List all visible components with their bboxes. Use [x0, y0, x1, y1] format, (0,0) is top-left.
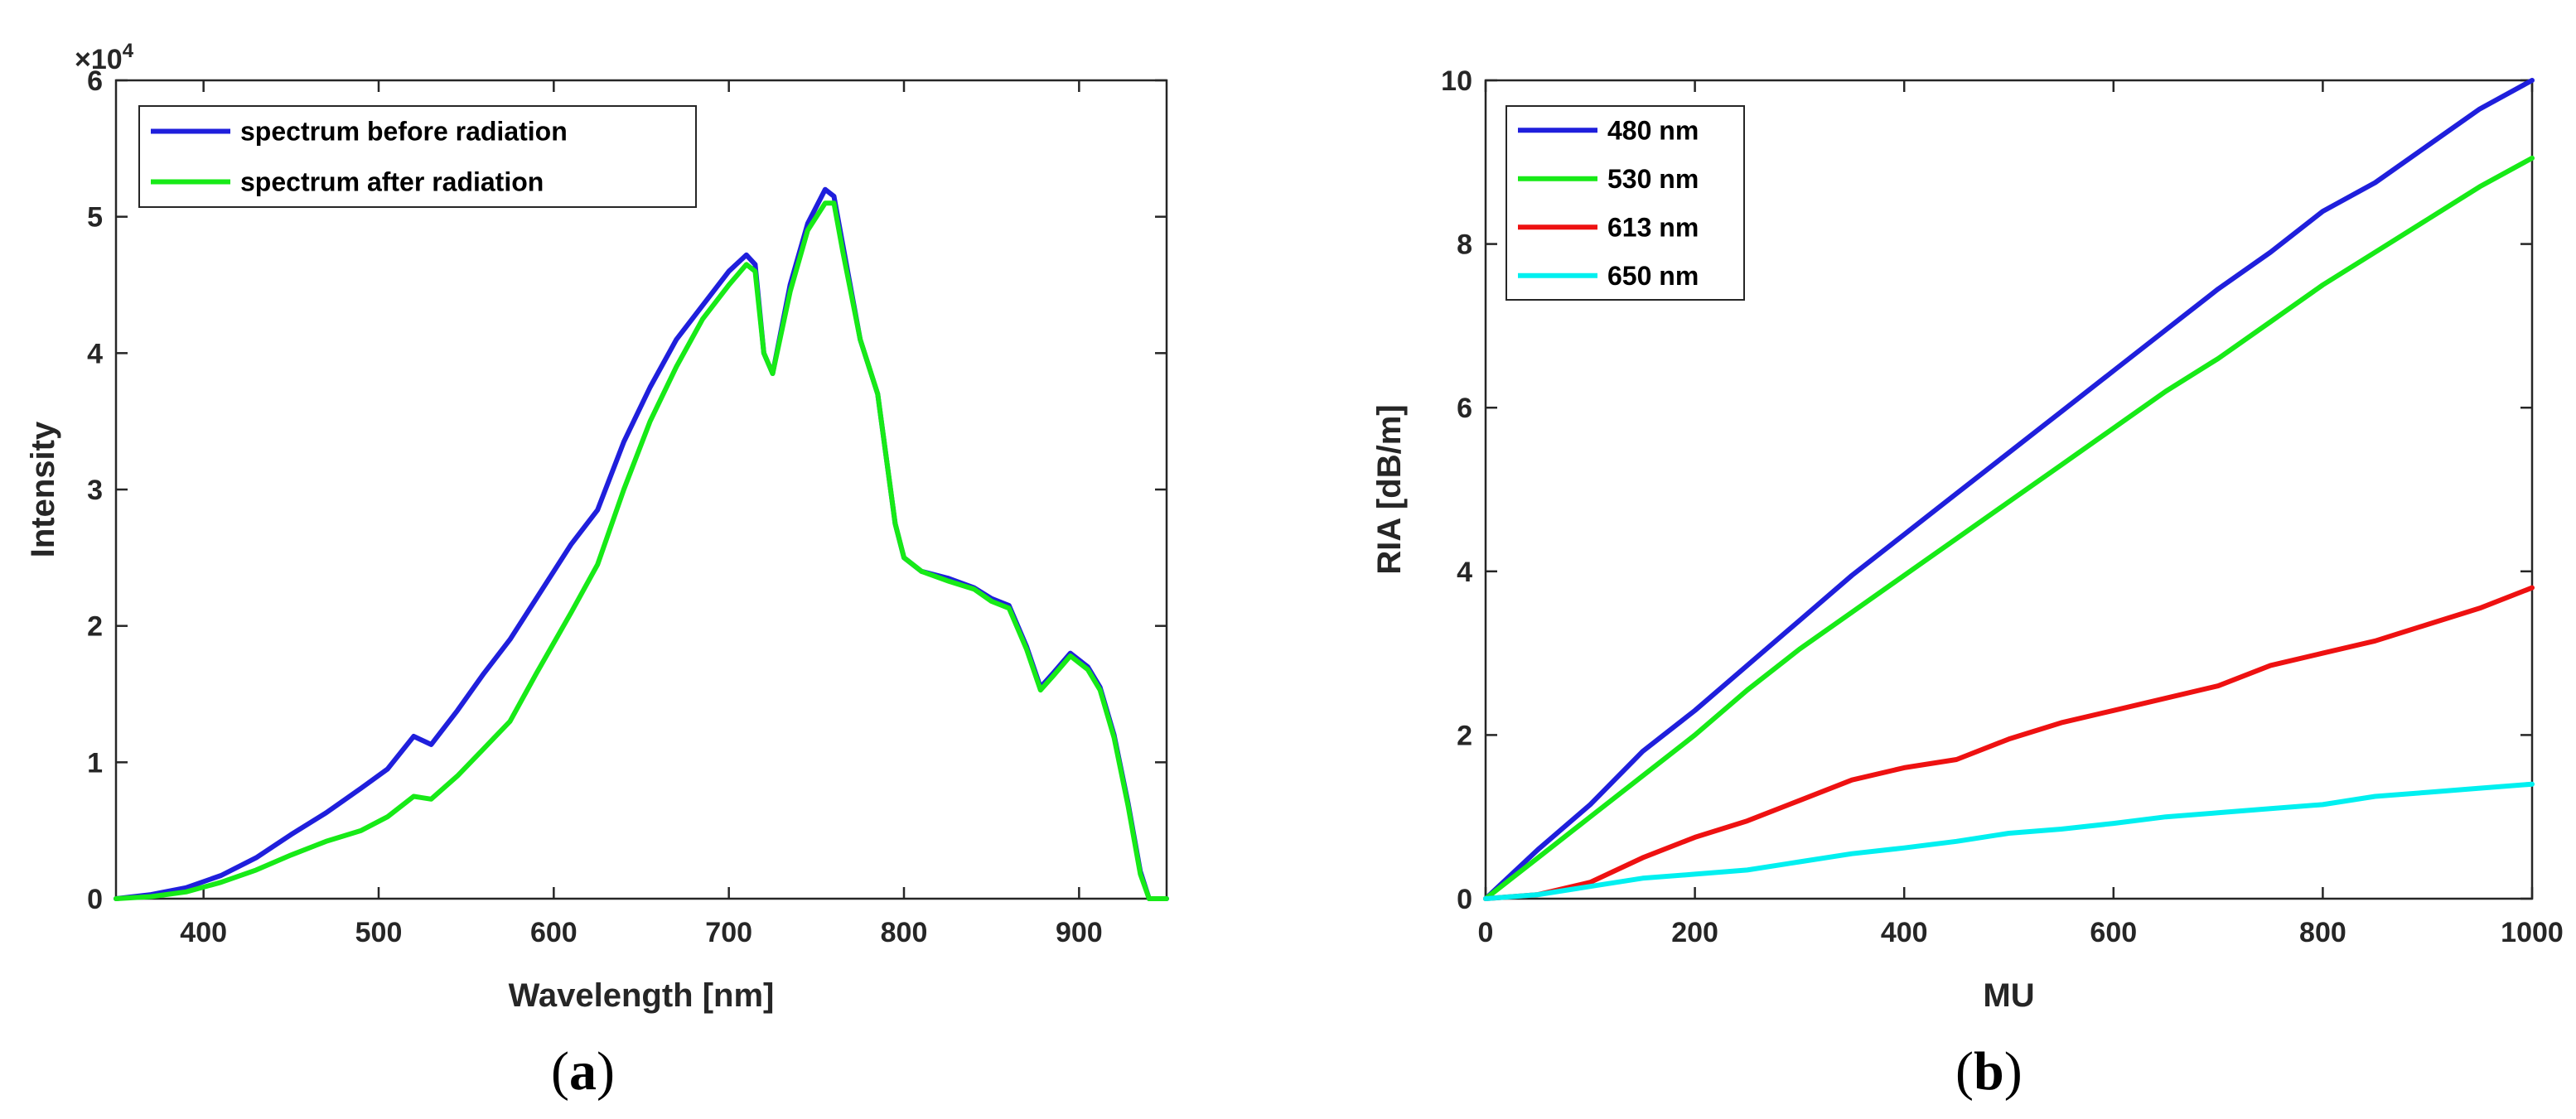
chart-panel-b: 0 200 400 600 800 1000 0 2 4 6 8 10 MU RIA [dB/m] 480 … [1371, 65, 2564, 1102]
exponent-power: 4 [123, 40, 134, 62]
y-tick-label: 1 [87, 747, 103, 779]
legend-label: 530 nm [1607, 164, 1699, 194]
y-tick-label: 4 [87, 338, 103, 369]
exponent-base: ×10 [75, 44, 123, 75]
y-tick-label: 6 [87, 65, 103, 97]
legend-label: spectrum after radiation [240, 167, 544, 197]
y-tick-label: 2 [87, 611, 103, 643]
y-tick-label: 2 [1457, 720, 1472, 751]
x-tick-label: 700 [705, 917, 752, 948]
legend-label: 613 nm [1607, 212, 1699, 242]
plot-area-frame [114, 79, 1168, 900]
series-line-480-nm [1483, 78, 2535, 901]
y-tick-label: 0 [87, 884, 103, 915]
x-tick-label: 900 [1056, 917, 1103, 948]
y-tick-label: 6 [1457, 393, 1472, 424]
y-axis-exponent: ×104 [75, 40, 134, 75]
y-tick-label: 5 [87, 202, 103, 234]
series-line-613-nm [1483, 585, 2535, 901]
x-tick-label: 500 [355, 917, 403, 948]
panel-label-close: ) [597, 1041, 615, 1102]
x-tick-label: 1000 [2501, 917, 2564, 948]
panel-label-letter: a [569, 1041, 597, 1102]
panel-label-letter: b [1974, 1041, 2004, 1102]
panel-label: (a) [551, 1041, 615, 1102]
panel-label: (b) [1955, 1041, 2023, 1102]
x-tick-label: 600 [530, 917, 578, 948]
x-tick-label: 200 [1671, 917, 1718, 948]
panel-label-open: ( [551, 1041, 569, 1102]
y-tick-label: 4 [1457, 557, 1472, 588]
x-tick-label: 400 [180, 917, 227, 948]
x-tick-label: 800 [881, 917, 928, 948]
x-tick-label: 400 [1881, 917, 1928, 948]
panel-label-close: ) [2004, 1041, 2023, 1102]
y-tick-label: 10 [1441, 65, 1472, 97]
panel-label-open: ( [1955, 1041, 1974, 1102]
legend-box [138, 105, 697, 208]
y-axis-title: RIA [dB/m] [1371, 404, 1408, 574]
chart-panel-a: 400 500 600 700 800 9000123456×104Wavelength … [25, 40, 1169, 1102]
x-tick-label: 600 [2090, 917, 2137, 948]
x-axis-title: Wavelength [nm] [509, 977, 775, 1014]
legend-label: spectrum before radiation [240, 117, 568, 147]
y-tick-label: 8 [1457, 229, 1472, 261]
series-line-spectrum-after-radiation [114, 200, 1169, 901]
x-axis-title: MU [1983, 977, 2034, 1014]
legend-label: 650 nm [1607, 261, 1699, 291]
y-axis-title: Intensity [25, 421, 61, 557]
legend-box [1505, 105, 1745, 301]
series-line-650-nm [1483, 781, 2535, 901]
x-tick-label: 0 [1478, 917, 1494, 948]
y-tick-label: 0 [1457, 884, 1472, 915]
x-tick-label: 800 [2299, 917, 2346, 948]
y-tick-label: 3 [87, 475, 103, 506]
series-line-530-nm [1483, 155, 2535, 901]
legend-label: 480 nm [1607, 115, 1699, 145]
